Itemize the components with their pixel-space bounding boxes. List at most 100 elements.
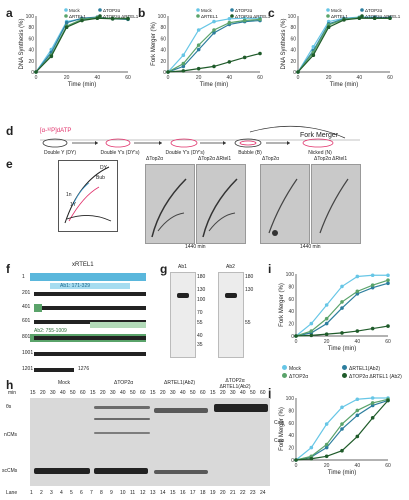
point-a-3-0 [34,70,38,74]
point-b-3-5 [242,55,247,60]
point-a-3-6 [126,17,130,21]
legend-swatch-c-3 [360,14,364,18]
point-j-3-3 [340,448,344,453]
point-i-2-4 [355,289,360,294]
blot-ab2 [218,272,244,358]
point-i-2-6 [386,278,390,283]
panel-d-step-3: Double Y's (DY's) [165,150,205,156]
legend-swatch-b-1 [230,8,234,12]
gel-h-time: 20 [40,390,46,396]
chart-c: 0 20 40 60 0 20 40 60 80 100 Time (min) DNA Synthes… [281,8,401,88]
marker-4: 70 [197,310,203,316]
point-j-1-4 [355,413,360,418]
y-tick-b-60: 60 [160,36,166,42]
legend-ij-item: ΔRTEL1(Ab2) [342,365,380,372]
legend-swatch-a-1 [98,8,102,12]
y-tick-b-0: 0 [163,70,166,76]
legend-swatch-c-0 [326,8,330,12]
domain-row-label-6: 1001 [22,350,34,356]
x-tick-i-20: 20 [324,339,330,345]
gel-h-time: 60 [200,390,206,396]
point-i-1-4 [355,292,360,296]
gel-h-time: 20 [220,390,226,396]
panel-label-j: j [268,386,272,400]
gel-h-times: 15 20 30 40 50 60 15 20 30 40 50 60 15 20 30 40 50 60 15 20… [30,390,270,398]
gel-h-time: 50 [250,390,256,396]
panel-label-f: f [6,262,10,276]
gel-h-row-sccm: scCMs [2,468,18,474]
point-b-0-2 [196,28,201,32]
point-i-2-1 [309,329,314,333]
x-tick-j-0: 0 [295,463,298,469]
y-tick-b-40: 40 [160,48,166,54]
legend-swatch-c-2 [326,14,330,18]
marker-b1: 180 [245,274,254,280]
legend-ij-item: Mock [282,365,301,372]
x-tick-j-40: 40 [355,463,361,469]
point-i-0-5 [370,273,375,278]
gel-h-lane: 11 [130,490,136,496]
blot-lane-ab1: Ab1 [178,264,187,270]
gel-h-group-1: Mock [58,380,70,386]
gel-h-lane: 7 [90,490,93,496]
y-tick-b-80: 80 [160,25,166,31]
point-c-3-1 [311,53,316,57]
y-tick-i-40: 40 [288,309,294,315]
gel-h-cats-1: Cats [274,420,285,426]
gel-h-time: 50 [130,390,136,396]
gel-h-lane: 14 [160,490,166,496]
point-b-2-5 [242,18,247,23]
gel-h-lane: 8 [100,490,103,496]
y-tick-b-100: 100 [158,14,167,20]
y-tick-c-20: 20 [290,59,296,65]
point-b-1-1 [181,64,186,69]
x-tick-c-40: 40 [357,75,363,81]
gel-h-lane: 4 [60,490,63,496]
arrow-2 [134,141,162,145]
gel-h-lane: 12 [140,490,146,496]
panel-d-fork-merger: Fork Merger [300,132,339,139]
legend-label-c-2: ΔRTEL1 [331,14,348,19]
x-tick-i-40: 40 [355,339,361,345]
point-a-3-2 [64,25,69,30]
point-i-3-6 [386,324,390,328]
gel-h-lane: 10 [120,490,126,496]
chart-j: 0 20 40 60 0 20 40 60 80 100 Time (min) Fork Merger… [279,396,391,476]
gel-h-lanes: 1 2 3 4 5 6 7 8 9 10 11 12 13 14 15 16 17 18 19 20 21 22 23 24 [30,490,270,498]
legend-label-b-3: ΔTOP2α ΔRTEL1 [235,14,271,19]
gel-h-time: 40 [60,390,66,396]
x-tick-i-0: 0 [295,339,298,345]
point-c-0-1 [311,45,316,49]
point-b-3-3 [212,64,216,69]
panel-e-title-1: ΔTop2α [146,156,164,162]
panel-e-label-bub: Bub [96,175,105,181]
x-tick-a-20: 20 [64,75,70,81]
point-b-2-1 [181,61,186,66]
gel-h-time: 15 [30,390,36,396]
y-label-i: Fork Merger (%) [279,283,285,327]
legend-label-a-1: ΔTOP2α [103,8,121,13]
gel-h-lane: 9 [110,490,113,496]
point-i-0-6 [386,273,390,278]
panel-e-title-2: ΔTop2α ΔRtel1 [198,156,232,162]
y-tick-i-100: 100 [286,272,295,278]
point-i-1-6 [386,281,390,286]
gel-h-time: 40 [180,390,186,396]
y-tick-c-80: 80 [290,25,296,31]
panel-e-label-1n: 1n [66,192,72,198]
point-j-3-6 [386,398,390,403]
marker-3: 100 [197,297,206,303]
point-j-2-2 [324,442,329,447]
legend-swatch-b-2 [196,14,200,18]
point-c-3-0 [296,70,300,74]
legend-swatch-a-3 [98,14,102,18]
legend-label-b-2: ΔRTEL1 [201,14,218,19]
point-j-2-3 [340,422,344,426]
point-j-3-5 [370,416,375,420]
point-i-0-1 [309,321,314,326]
gel-h-lane: 24 [260,490,266,496]
gel-h-row-theta: θs [6,404,12,410]
point-j-3-4 [355,434,360,439]
gel-e-4 [311,164,361,244]
chart-b: 0 20 40 60 0 20 40 60 80 100 Time (min) Fork Merger… [151,8,271,88]
